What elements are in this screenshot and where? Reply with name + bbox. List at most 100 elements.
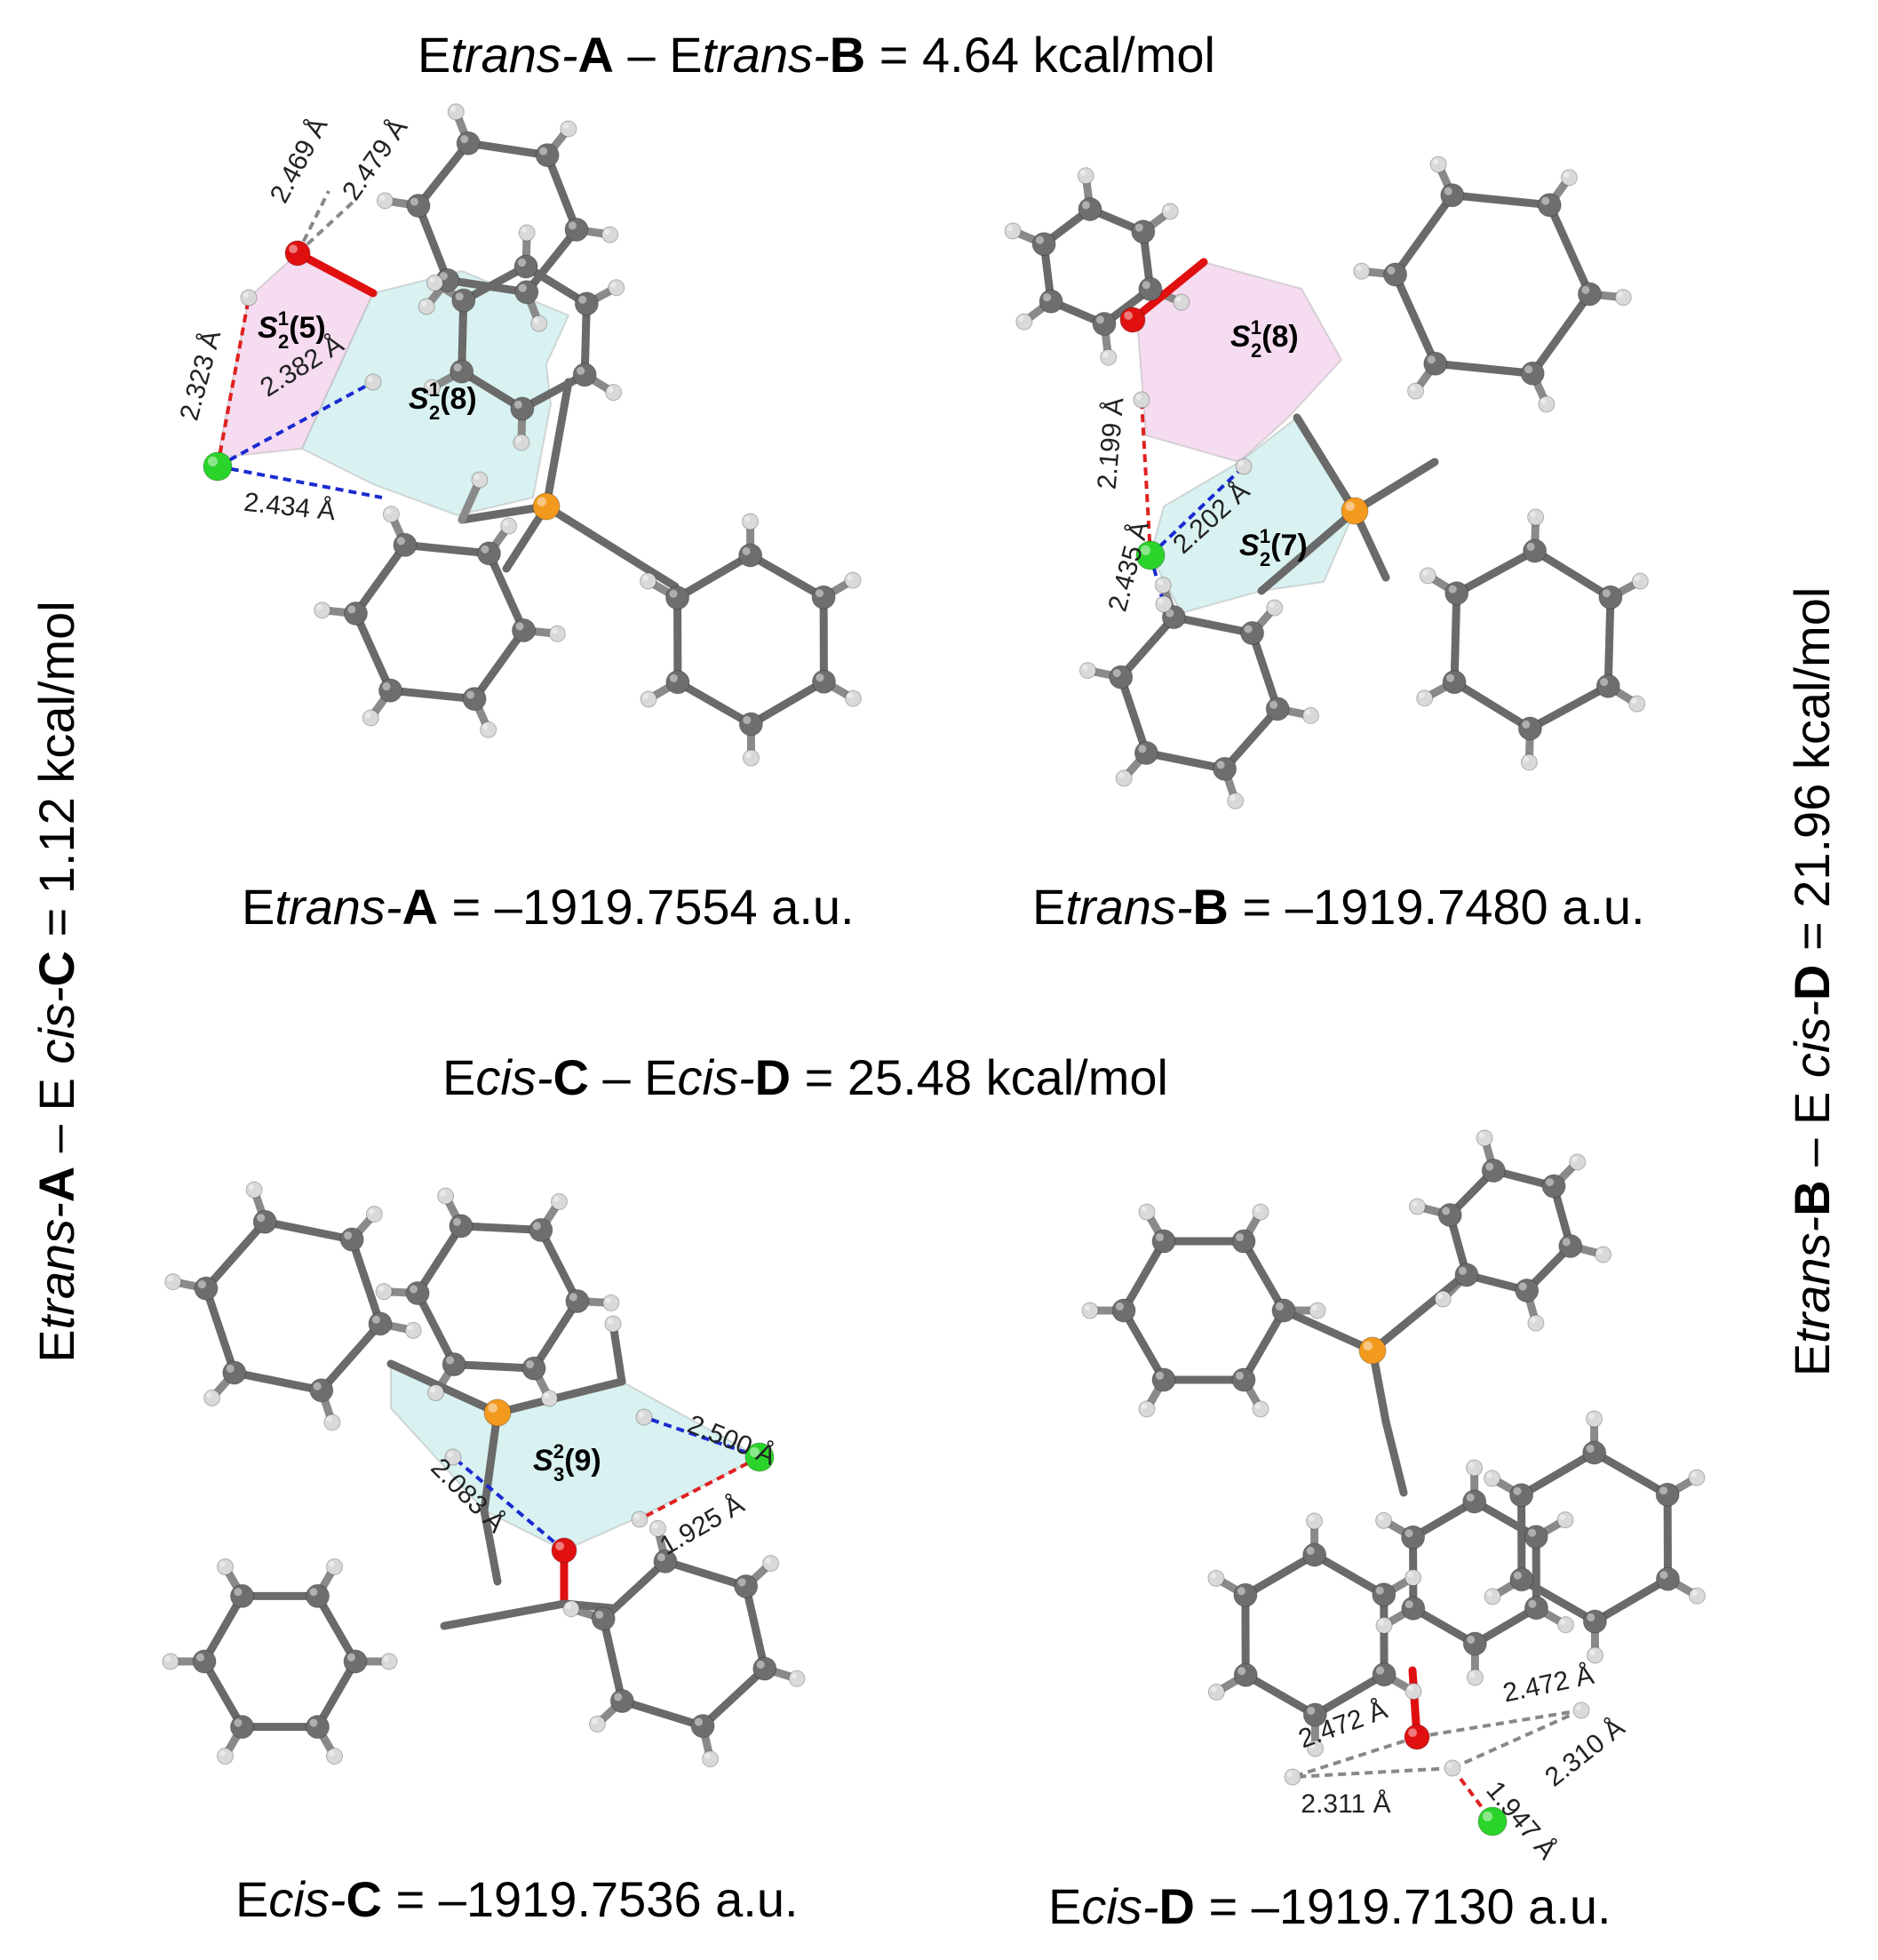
atom-highlight <box>1486 1590 1493 1597</box>
carbon-atom <box>1231 1229 1256 1254</box>
carbon-atom <box>1302 1702 1327 1727</box>
energy-difference-trans-header: Etrans-A – Etrans-B = 4.64 kcal/mol <box>418 27 1215 83</box>
bond <box>1279 1306 1377 1355</box>
carbon-atom <box>1558 1234 1583 1259</box>
ring-label-a-5: S1 2(5) <box>258 307 326 353</box>
atom-highlight <box>592 1718 598 1725</box>
atom-highlight <box>1166 609 1174 617</box>
atom-highlight <box>595 1610 604 1619</box>
atom-highlight <box>537 497 546 506</box>
atom-highlight <box>1482 1811 1492 1821</box>
atom-highlight <box>386 508 392 514</box>
carbon-atom <box>339 1227 364 1252</box>
atom-highlight <box>532 1222 541 1231</box>
atom-highlight <box>1378 1515 1384 1521</box>
atom-highlight <box>382 682 391 691</box>
atom-highlight <box>1138 745 1147 753</box>
carbon-atom <box>591 1606 616 1631</box>
bond <box>347 1235 385 1328</box>
hydrogen-atom <box>404 1321 422 1339</box>
bond <box>1241 1550 1319 1599</box>
bond <box>230 1368 326 1395</box>
bond <box>1431 359 1537 378</box>
bond <box>580 299 591 379</box>
hydrogen-atom <box>1115 769 1133 787</box>
hydrogen-atom <box>1353 262 1371 280</box>
hydrogen-atom <box>742 749 760 767</box>
hydrogen-atom <box>1081 1302 1099 1319</box>
hydrogen-atom <box>608 279 625 297</box>
chloride-atom <box>744 1442 775 1472</box>
bond <box>537 1225 582 1305</box>
atom-highlight <box>195 1653 204 1661</box>
carbon-atom <box>1138 276 1163 301</box>
atom-highlight <box>371 1315 381 1324</box>
bond <box>1257 506 1359 595</box>
atom-highlight <box>578 295 587 304</box>
carbon-atom <box>564 217 589 242</box>
hydrogen-atom <box>1252 1203 1269 1221</box>
hydrogen-atom <box>1252 1400 1269 1418</box>
carbon-atom <box>535 143 560 168</box>
atom-highlight <box>1211 1686 1217 1693</box>
atom-highlight <box>1309 1515 1315 1522</box>
atom-highlight <box>642 693 649 699</box>
hydrogen-atom <box>1429 155 1447 173</box>
atom-highlight <box>1141 1403 1147 1409</box>
atom-highlight <box>447 1451 453 1457</box>
atom-highlight <box>455 292 464 301</box>
ring-motif-b-8 <box>1135 260 1343 464</box>
carbon-atom <box>811 669 836 694</box>
atom-highlight <box>430 1387 436 1393</box>
hydrogen-atom <box>1235 458 1253 475</box>
atom-highlight <box>737 1578 746 1587</box>
atom-highlight <box>365 712 371 718</box>
carbon-atom <box>406 194 431 219</box>
carbon-atom <box>1598 585 1623 610</box>
hydrogen-atom <box>1556 1616 1574 1634</box>
atom-highlight <box>1157 579 1164 586</box>
atom-highlight <box>452 1217 461 1226</box>
carbon-atom <box>1265 697 1290 721</box>
carbon-atom <box>1481 1159 1506 1183</box>
hbond-a-ch-1 <box>217 380 374 468</box>
carbon-atom <box>309 1378 334 1403</box>
atom-highlight <box>1444 187 1452 195</box>
hydrogen-atom <box>1155 595 1173 613</box>
atom-highlight <box>1437 1293 1444 1300</box>
atom-highlight <box>1155 1371 1164 1380</box>
atom-highlight <box>669 589 678 598</box>
atom-highlight <box>749 1446 760 1457</box>
hydrogen-atom <box>1079 662 1097 680</box>
atom-highlight <box>1631 697 1637 705</box>
carbon-atom <box>1655 1482 1680 1507</box>
atom-highlight <box>1007 225 1014 231</box>
hydrogen-atom <box>471 471 489 489</box>
bond <box>661 1557 751 1590</box>
atom-highlight <box>1244 625 1253 633</box>
bond <box>1603 593 1615 690</box>
atom-highlight <box>568 221 577 230</box>
bond <box>202 1284 239 1377</box>
atom-highlight <box>1581 285 1590 294</box>
atom-highlight <box>243 291 249 298</box>
hydrogen-atom <box>605 384 623 402</box>
carbon-atom <box>378 678 403 703</box>
carbon-atom <box>1271 1298 1296 1323</box>
atom-highlight <box>1564 171 1570 178</box>
carbon-atom <box>1372 1582 1397 1607</box>
bond <box>1381 1417 1408 1497</box>
atom-highlight <box>513 400 522 409</box>
atom-highlight <box>1018 315 1024 323</box>
hydrogen-atom <box>762 1555 780 1573</box>
atom-highlight <box>1486 1472 1492 1478</box>
atom-highlight <box>743 715 752 724</box>
bond <box>698 1664 769 1731</box>
bond <box>1448 191 1554 210</box>
carbon-atom <box>1233 1662 1258 1687</box>
atom-highlight <box>1446 1762 1452 1768</box>
hydrogen-atom <box>1466 1669 1484 1686</box>
atom-highlight <box>1141 1206 1147 1213</box>
atom-highlight <box>1530 1317 1536 1324</box>
atom-highlight <box>1559 1514 1565 1520</box>
